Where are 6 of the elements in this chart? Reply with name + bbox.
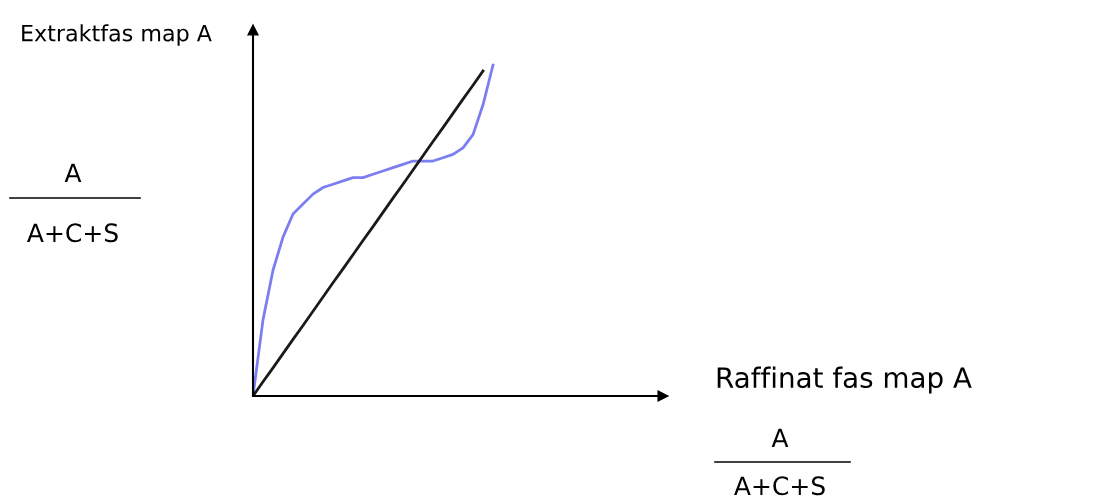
text: A xyxy=(771,428,789,447)
x-axis-title: Raffinat fas map A xyxy=(717,366,972,394)
text: A+C+S xyxy=(27,223,118,243)
y-axis-title: Extraktfas map A xyxy=(22,24,212,46)
text: A xyxy=(64,163,82,182)
text: A+C+S xyxy=(734,476,825,496)
